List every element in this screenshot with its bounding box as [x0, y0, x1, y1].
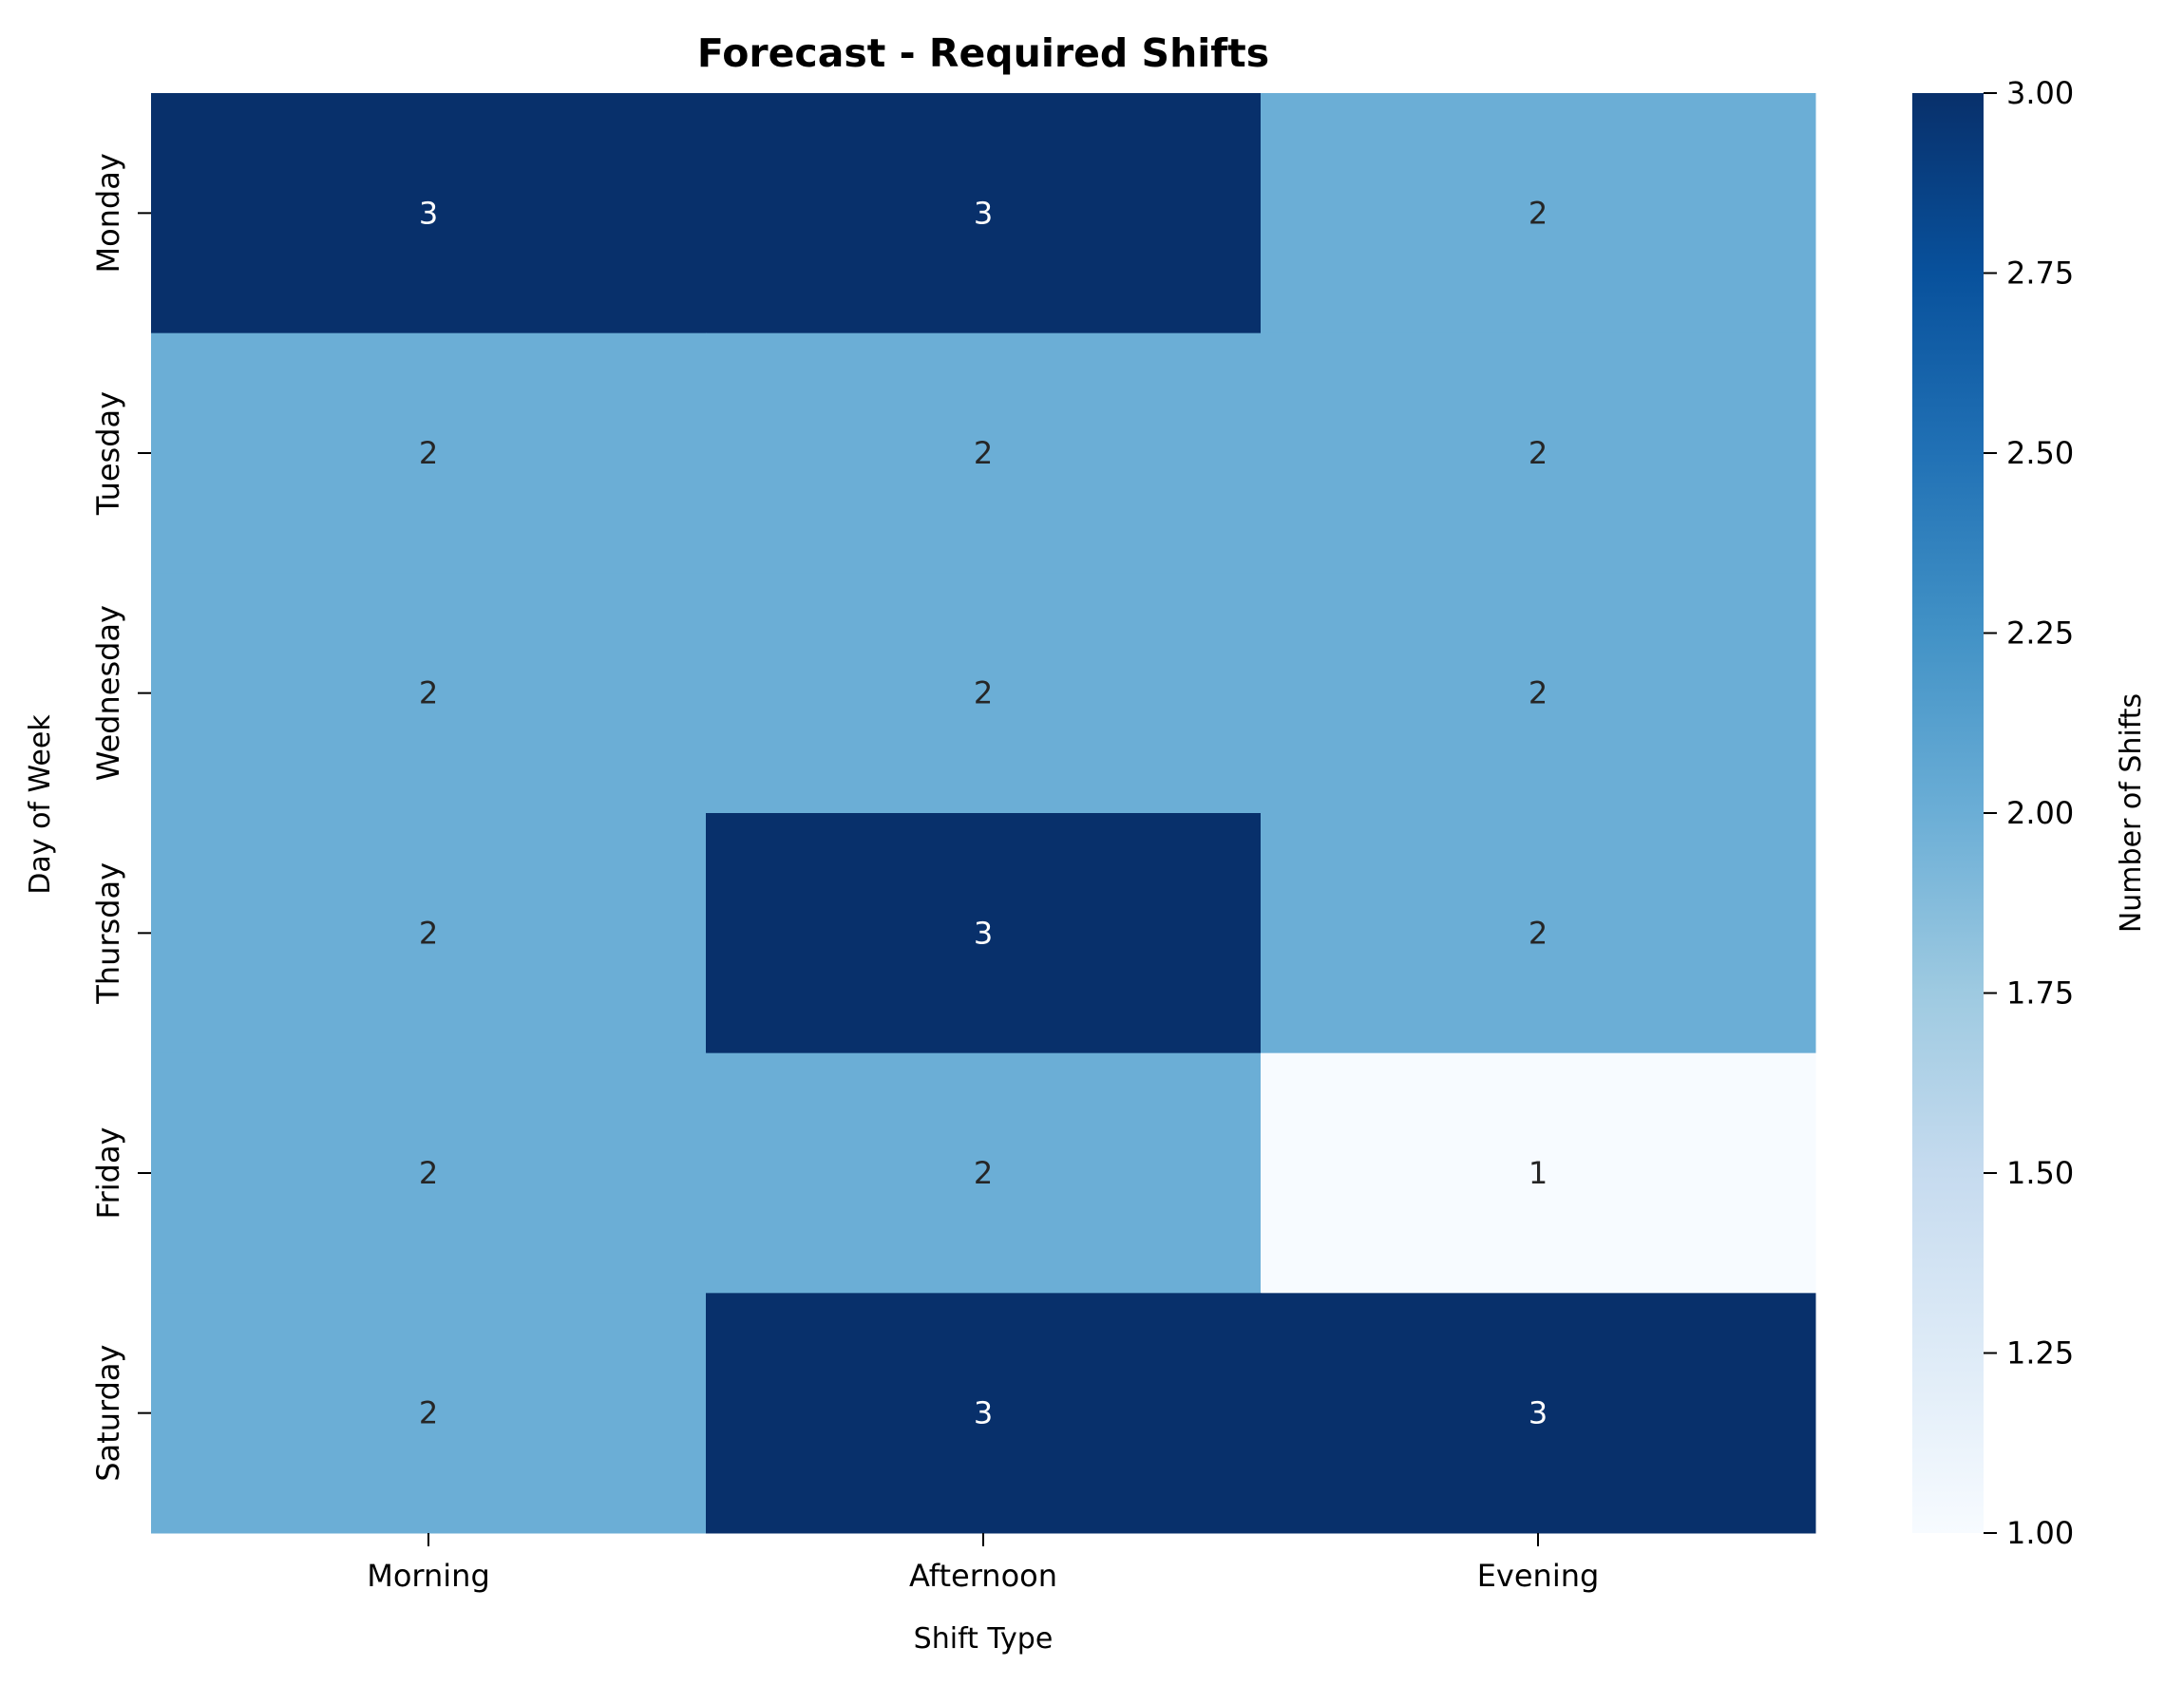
- cell-value-label: 3: [1529, 1395, 1548, 1431]
- heatmap-cell: [151, 1052, 707, 1294]
- heatmap-cell: [706, 573, 1262, 814]
- x-tick-label: Morning: [367, 1558, 490, 1594]
- colorbar-tick-label: 1.00: [2006, 1515, 2074, 1551]
- colorbar-tick-label: 1.25: [2006, 1335, 2074, 1372]
- heatmap-cell: [1261, 813, 1816, 1054]
- x-tick-label: Evening: [1477, 1558, 1600, 1594]
- cell-value-label: 2: [1529, 195, 1548, 231]
- heatmap-cell: [706, 1052, 1262, 1294]
- cell-value-label: 2: [419, 435, 438, 471]
- cell-value-label: 2: [419, 675, 438, 711]
- heatmap-cell: [1261, 573, 1816, 814]
- colorbar-ticks: 1.00 1.25 1.50 1.75 2.00 2.25 2.50 2.75 3.00: [1984, 75, 2074, 1551]
- colorbar-tick-label: 2.00: [2006, 795, 2074, 831]
- chart-title: Forecast - Required Shifts: [697, 30, 1269, 76]
- x-tick-label: Afternoon: [909, 1558, 1057, 1594]
- cell-value-label: 3: [974, 195, 993, 231]
- y-tick-label: Tuesday: [90, 391, 126, 516]
- colorbar-tick-label: 1.75: [2006, 975, 2074, 1012]
- x-axis-label: Shift Type: [914, 1622, 1054, 1656]
- heatmap-cell: [151, 332, 707, 574]
- colorbar-tick-label: 3.00: [2006, 75, 2074, 111]
- colorbar-tick-label: 2.50: [2006, 435, 2074, 471]
- cell-value-label: 2: [419, 915, 438, 951]
- y-axis: Monday Tuesday Wednesday Thursday Friday Satu…: [90, 153, 151, 1482]
- cell-value-label: 2: [419, 1155, 438, 1191]
- cell-value-label: 2: [419, 1395, 438, 1431]
- heatmap-cell: [1261, 1293, 1816, 1534]
- heatmap-cells: [151, 93, 1816, 1534]
- cell-value-label: 2: [1529, 435, 1548, 471]
- colorbar-tick-label: 2.75: [2006, 256, 2074, 292]
- cell-value-label: 1: [1529, 1155, 1548, 1191]
- heatmap-cell: [706, 1293, 1262, 1534]
- y-tick-label: Saturday: [90, 1345, 126, 1482]
- heatmap-cell: [1261, 1052, 1816, 1294]
- y-tick-label: Thursday: [90, 862, 126, 1005]
- cell-value-label: 3: [974, 1395, 993, 1431]
- colorbar-tick-label: 2.25: [2006, 615, 2074, 652]
- y-tick-label: Monday: [90, 153, 126, 273]
- heatmap-cell: [151, 93, 707, 334]
- cell-value-label: 3: [974, 915, 993, 951]
- colorbar-label: Number of Shifts: [2115, 693, 2148, 933]
- cell-value-label: 2: [974, 1155, 993, 1191]
- heatmap-cell: [706, 332, 1262, 574]
- colorbar-tick-label: 1.50: [2006, 1155, 2074, 1191]
- y-tick-label: Friday: [90, 1127, 126, 1220]
- x-axis: Morning Afternoon Evening: [367, 1533, 1599, 1594]
- cell-value-label: 2: [1529, 915, 1548, 951]
- heatmap-cell: [151, 1293, 707, 1534]
- colorbar: [1912, 93, 1984, 1533]
- heatmap-cell: [1261, 332, 1816, 574]
- heatmap-cell: [706, 93, 1262, 334]
- y-axis-label: Day of Week: [24, 714, 57, 895]
- cell-value-label: 2: [1529, 675, 1548, 711]
- heatmap-cell: [151, 813, 707, 1054]
- cell-value-label: 3: [419, 195, 438, 231]
- heatmap-cell: [1261, 93, 1816, 334]
- cell-value-label: 2: [974, 675, 993, 711]
- cell-value-label: 2: [974, 435, 993, 471]
- heatmap-cell-labels: 3 3 2 2 2 2 2 2 2 2 3 2 2 2 1 2 3 3: [419, 195, 1548, 1430]
- heatmap-cell: [151, 573, 707, 814]
- y-tick-label: Wednesday: [90, 605, 126, 781]
- heatmap-cell: [706, 813, 1262, 1054]
